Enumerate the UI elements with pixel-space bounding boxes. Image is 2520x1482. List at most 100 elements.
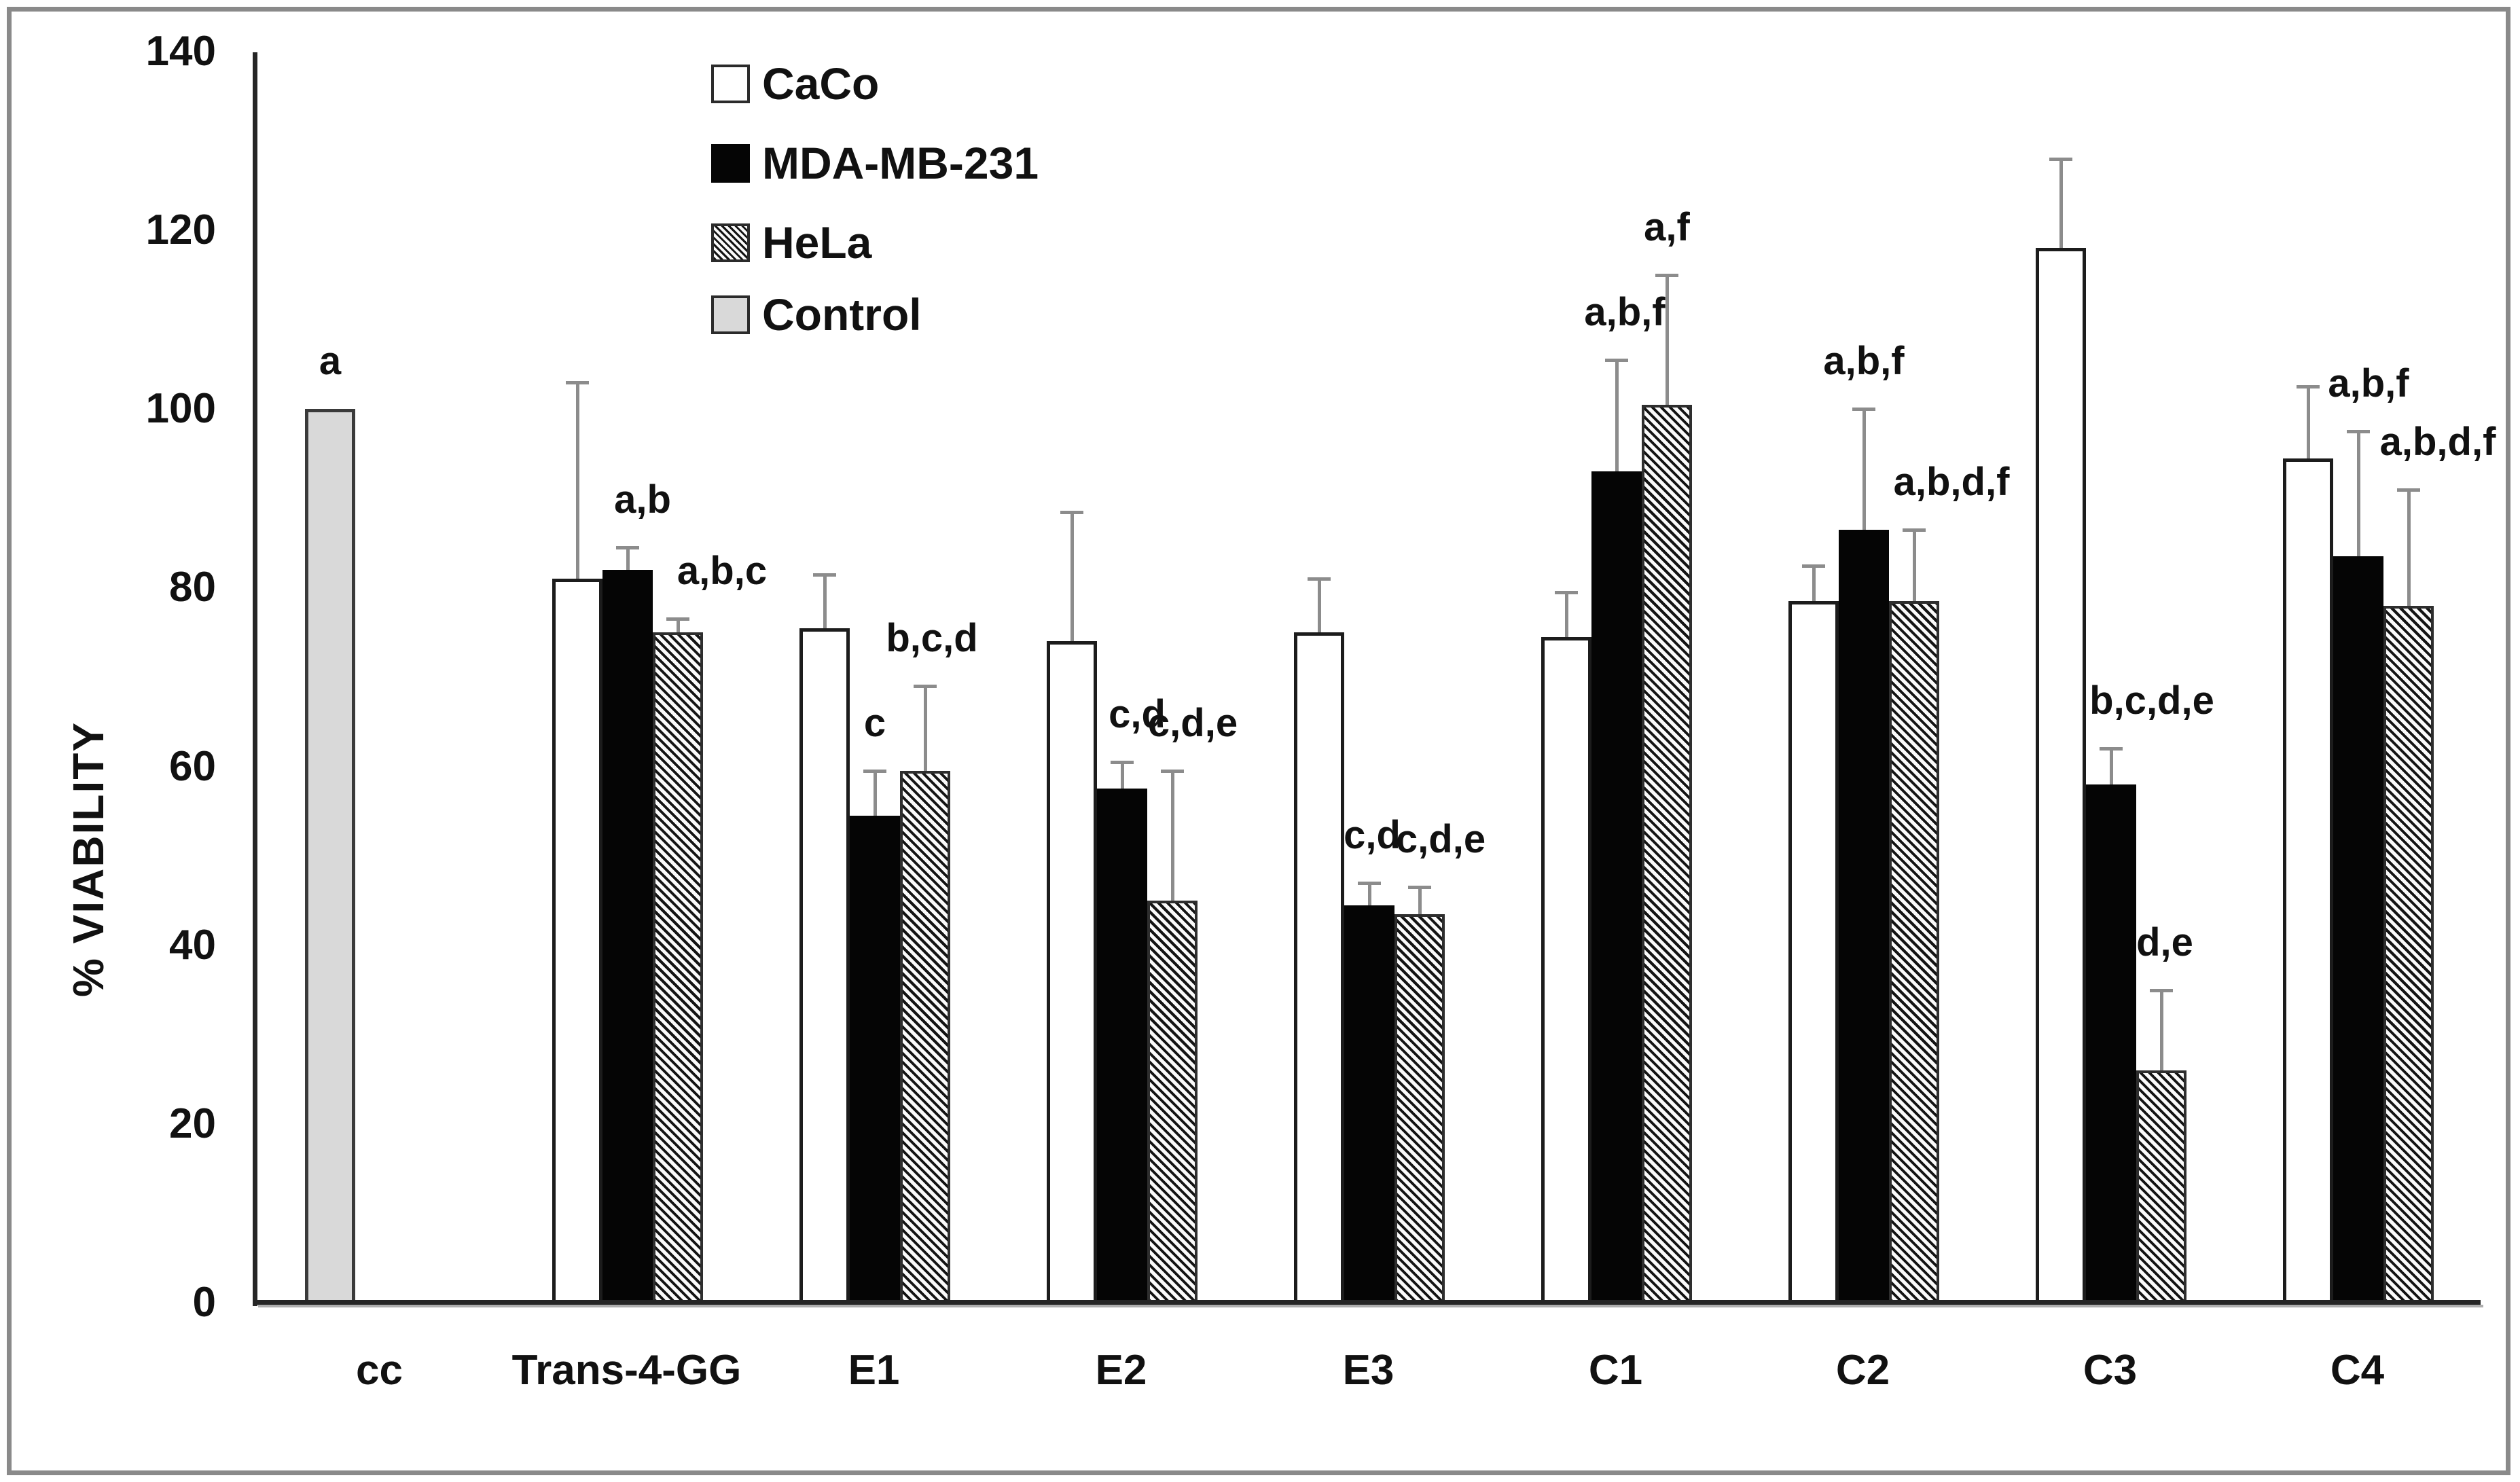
significance-label-c2-mda-mb-231: a,b,f [1823,339,1905,384]
y-tick-label-80: 80 [169,564,216,611]
bar-hela-e2 [1147,900,1198,1305]
x-category-label-trans-4-gg: Trans-4-GG [511,1347,742,1394]
bar-mda-mb-231-e2 [1097,789,1147,1305]
error-bar-cap [1852,408,1875,412]
y-tick-label-40: 40 [169,921,216,969]
error-bar [1367,882,1371,905]
bar-hela-c2 [1889,601,1939,1305]
legend-label: CaCo [762,58,880,109]
error-bar [1615,359,1619,472]
significance-label-c4-mda-mb-231: a,b,f [2328,361,2409,406]
error-bar-cap [1308,577,1331,581]
significance-label-c2-hela: a,b,d,f [1893,459,2010,504]
error-bar [1862,409,1866,530]
error-bar [2306,386,2310,458]
error-bar [1418,887,1422,914]
error-bar-cap [616,546,639,550]
significance-label-c1-hela: a,f [1644,204,1690,249]
error-bar-cap [2150,988,2173,992]
x-category-label-e3: E3 [1342,1347,1394,1394]
bar-caco-c2 [1788,601,1839,1305]
x-axis-baseline-shadow [258,1305,2483,1307]
x-category-label-cc: cc [356,1347,403,1394]
significance-label-trans-4-gg-mda-mb-231: a,b [614,477,671,522]
bar-caco-c1 [1541,636,1591,1305]
legend-label: MDA-MB-231 [762,138,1039,188]
error-bar [923,686,927,772]
error-bar [575,382,579,579]
y-tick-label-20: 20 [169,1100,216,1147]
figure-border-frame [7,7,2510,1475]
error-bar [1564,592,1568,637]
error-bar-cap [2397,488,2420,492]
bar-mda-mb-231-c4 [2333,556,2383,1305]
error-bar-cap [1408,886,1431,890]
error-bar [2109,748,2113,784]
significance-label-e1-hela: b,c,d [886,616,978,661]
error-bar [2059,158,2063,249]
significance-label-e1-mda-mb-231: c [863,701,886,746]
error-bar-cap [1555,591,1578,595]
error-bar [2159,990,2163,1070]
error-bar [1070,511,1074,642]
error-bar-cap [2100,747,2123,751]
significance-label-c1-mda-mb-231: a,b,f [1584,289,1666,334]
x-category-label-c3: C3 [2083,1347,2138,1394]
error-bar-cap [1161,770,1184,774]
legend-swatch-black [711,144,750,183]
error-bar-cap [863,770,886,774]
x-category-label-c4: C4 [2330,1347,2385,1394]
error-bar [1170,771,1174,901]
error-bar-cap [1802,564,1825,568]
error-bar-cap [914,685,937,689]
significance-label-e3-hela: c,d,e [1395,817,1486,862]
bar-mda-mb-231-c2 [1839,529,1889,1305]
error-bar-cap [1903,528,1926,532]
bar-hela-trans-4-gg [653,632,703,1305]
error-bar [2407,489,2411,606]
error-bar [1912,529,1916,602]
y-tick-label-60: 60 [169,742,216,790]
significance-label-e2-hela: c,d,e [1147,701,1238,746]
y-tick-label-120: 120 [145,206,216,254]
y-tick-label-140: 140 [145,28,216,75]
y-axis-title: % VIABILITY [64,721,113,998]
bar-caco-e3 [1294,632,1344,1305]
error-bar-cap [2297,385,2320,389]
y-tick-label-100: 100 [145,385,216,433]
significance-label-c3-mda-mb-231: b,c,d,e [2089,679,2214,723]
bar-mda-mb-231-c3 [2086,784,2136,1305]
x-category-label-c1: C1 [1588,1347,1643,1394]
error-bar-cap [2347,430,2370,434]
bar-hela-e3 [1394,914,1445,1305]
bar-hela-c3 [2136,1070,2186,1305]
legend-swatch-gray [711,295,750,334]
bar-caco-e2 [1047,641,1097,1305]
significance-label-c4-hela: a,b,d,f [2379,419,2496,464]
bar-hela-c1 [1642,404,1692,1305]
bar-caco-c4 [2283,458,2333,1305]
error-bar [1120,762,1124,789]
error-bar [823,574,827,628]
error-bar-cap [1655,273,1678,277]
x-category-label-e2: E2 [1095,1347,1147,1394]
error-bar-cap [1358,881,1381,885]
error-bar-cap [1060,510,1083,514]
error-bar [1317,579,1321,633]
significance-label-cc-control: a [319,339,342,384]
error-bar-cap [813,573,836,577]
error-bar [676,619,680,633]
bar-mda-mb-231-c1 [1591,471,1642,1305]
y-tick-label-0: 0 [192,1279,216,1326]
error-bar-cap [1111,761,1134,764]
error-bar-cap [2049,157,2072,161]
significance-label-e2-mda-mb-231: c,d [1109,692,1166,736]
legend-label: HeLa [762,217,872,268]
bar-mda-mb-231-trans-4-gg [602,570,653,1305]
error-bar-cap [666,617,689,621]
bar-mda-mb-231-e3 [1344,905,1394,1305]
bar-hela-e1 [900,771,950,1305]
bar-control-cc [305,409,355,1305]
